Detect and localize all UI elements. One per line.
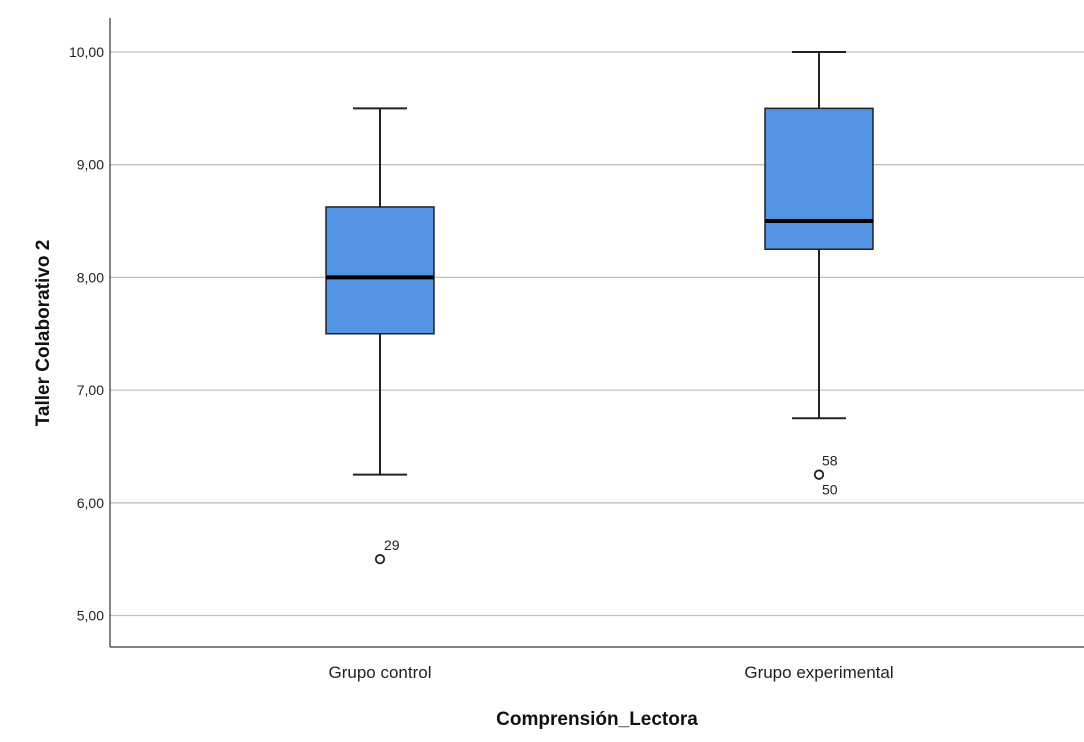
y-tick-label: 7,00 bbox=[77, 382, 104, 398]
box-iqr bbox=[325, 206, 435, 335]
y-tick-label: 6,00 bbox=[77, 495, 104, 511]
gridlines bbox=[110, 51, 1084, 617]
boxes: 29 58 50 bbox=[325, 51, 874, 565]
x-category-labels: Grupo control Grupo experimental bbox=[329, 663, 894, 682]
y-tick-label: 8,00 bbox=[77, 269, 104, 285]
box-group: 29 bbox=[325, 107, 435, 565]
x-axis-title: Comprensión_Lectora bbox=[496, 709, 698, 730]
outlier-label: 50 bbox=[822, 482, 838, 498]
y-tick-label: 10,00 bbox=[69, 44, 104, 60]
outlier-label: 58 bbox=[822, 453, 838, 469]
box-iqr bbox=[764, 107, 874, 250]
outlier-point bbox=[374, 554, 386, 565]
box-group: 58 50 bbox=[764, 51, 874, 498]
x-category-label: Grupo control bbox=[329, 663, 432, 682]
axes bbox=[109, 18, 1084, 648]
outlier-label: 29 bbox=[384, 537, 400, 553]
x-category-label: Grupo experimental bbox=[744, 663, 893, 682]
y-tick-labels: 5,00 6,00 7,00 8,00 9,00 10,00 bbox=[69, 44, 104, 624]
y-axis-title: Taller Colaborativo 2 bbox=[33, 240, 54, 427]
outlier-point bbox=[813, 469, 825, 480]
y-tick-label: 5,00 bbox=[77, 608, 104, 624]
y-tick-label: 9,00 bbox=[77, 157, 104, 173]
